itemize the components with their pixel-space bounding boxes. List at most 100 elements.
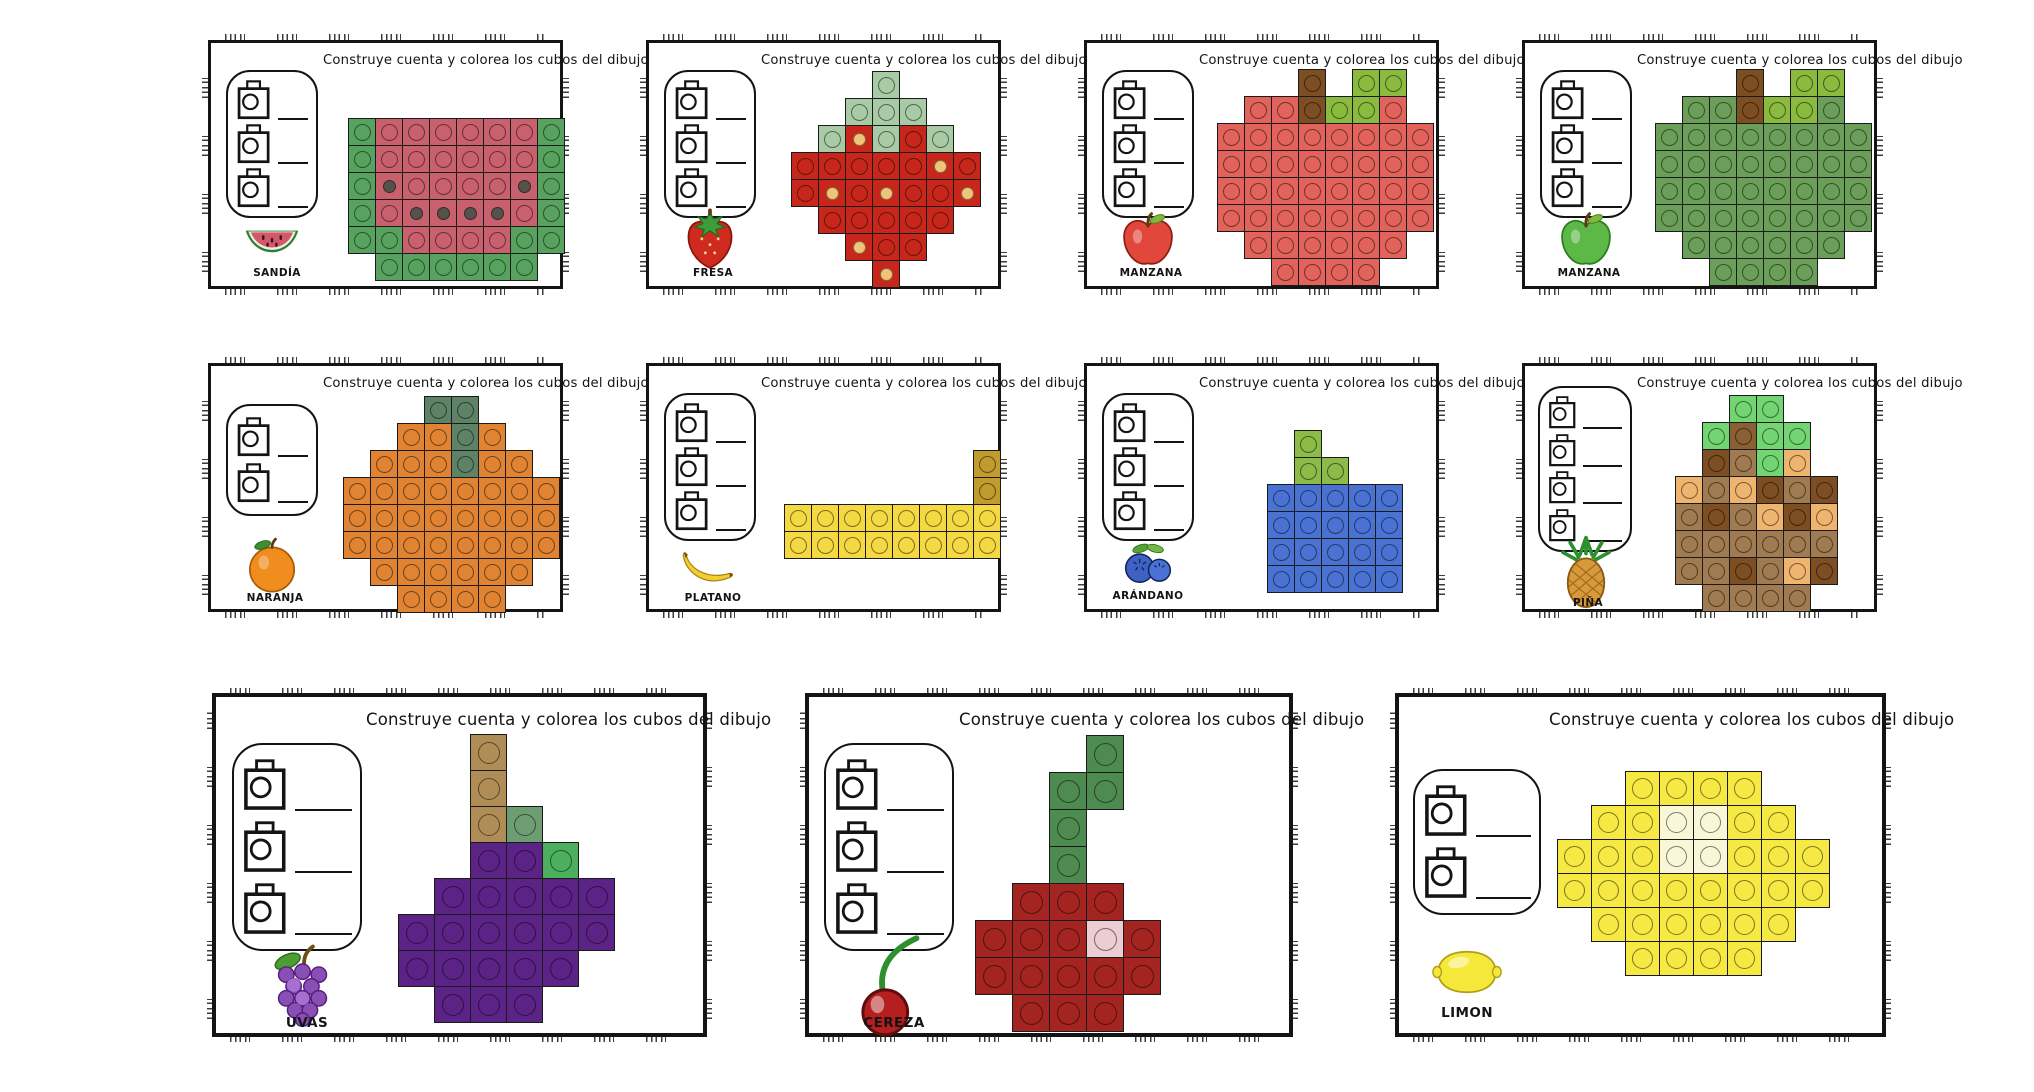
cube-stud [1056, 1001, 1080, 1025]
cube-stud [1357, 263, 1375, 281]
ticks-right-decoration [1877, 380, 1883, 595]
cube-stud [434, 231, 452, 249]
grid-cube [1012, 994, 1050, 1032]
grid-cube [1655, 204, 1683, 232]
grid-cube [456, 253, 484, 281]
grid-cube [402, 145, 430, 173]
cube-stud [434, 123, 452, 141]
lemon-icon [1430, 946, 1504, 999]
grid-cube [1844, 150, 1872, 178]
grid-cube [1379, 231, 1407, 259]
cube-stud [429, 563, 447, 581]
cube-stud [1632, 812, 1653, 833]
card-arandano: Construye cuenta y colorea los cubos del… [1078, 357, 1525, 618]
cube-stud [931, 211, 949, 229]
grid-cube [537, 145, 565, 173]
cube-stud [1303, 155, 1321, 173]
cube-stud [456, 563, 474, 581]
grid-cube [1756, 476, 1784, 504]
cube-stud [515, 231, 533, 249]
ticks-top-decoration [663, 34, 984, 40]
cube-stud [456, 509, 474, 527]
cube-stud [1707, 454, 1725, 472]
cube-stud [1384, 236, 1402, 254]
grid-cube [1086, 920, 1124, 958]
seed-dot [436, 206, 450, 220]
count-blank-line [716, 441, 746, 443]
cube-stud [1734, 778, 1755, 799]
snap-cube-icon [1550, 80, 1587, 120]
cube-stud [931, 130, 949, 148]
grid-cube [1817, 150, 1845, 178]
cube-stud [434, 258, 452, 276]
grid-cube [1736, 123, 1764, 151]
cube-stud [1734, 508, 1752, 526]
grid-cube [926, 125, 954, 153]
cube-stud [978, 509, 996, 527]
snap-cube-icon [674, 124, 711, 164]
cube-stud [1249, 101, 1267, 119]
cube-stud [1768, 812, 1789, 833]
count-box [1413, 769, 1541, 915]
cube-stud [515, 150, 533, 168]
grid-cube [429, 118, 457, 146]
cube-stud [1411, 155, 1429, 173]
card-platano: Construye cuenta y colorea los cubos del… [640, 357, 1087, 618]
count-blank-line [1583, 539, 1622, 542]
grid-cube [845, 206, 873, 234]
grid-cube [1298, 69, 1326, 97]
snap-cube-icon [1112, 403, 1149, 443]
cube-stud [1632, 778, 1653, 799]
grid-cube [397, 585, 425, 613]
cube-stud [537, 509, 555, 527]
grid-cube [510, 145, 538, 173]
snap-cube-icon [242, 821, 290, 873]
count-row [1423, 847, 1531, 899]
grid-cube [424, 531, 452, 559]
card-uvas: Construye cuenta y colorea los cubos del… [207, 688, 771, 1042]
cube-stud [1276, 128, 1294, 146]
grid-cube [1682, 96, 1710, 124]
grid-cube [1352, 204, 1380, 232]
grid-cube [1049, 994, 1087, 1032]
cube-stud [1249, 236, 1267, 254]
cube-stud [1795, 263, 1813, 281]
cube-stud [1734, 880, 1755, 901]
grid-cube [975, 920, 1013, 958]
grid-cube [1761, 839, 1796, 874]
grid-cube [1321, 484, 1349, 512]
grid-cube [1406, 123, 1434, 151]
ticks-left-decoration [1390, 711, 1396, 1019]
cube-stud [877, 103, 895, 121]
cube-stud [483, 590, 501, 608]
grid-cube [375, 118, 403, 146]
cube-stud [1299, 516, 1317, 534]
cube-stud [1632, 846, 1653, 867]
cube-stud [353, 150, 371, 168]
grid-cube [478, 450, 506, 478]
cube-stud [796, 157, 814, 175]
count-blank-line [887, 871, 944, 873]
fruit-label: LIMON [1441, 1005, 1493, 1021]
cube-stud [1768, 128, 1786, 146]
cube-stud [549, 849, 572, 872]
grid-cube [1817, 204, 1845, 232]
cube-stud [1680, 562, 1698, 580]
grid-cube [1352, 123, 1380, 151]
cube-stud [441, 885, 464, 908]
grid-cube [542, 842, 579, 879]
cube-stud [375, 536, 393, 554]
cube-stud [513, 885, 536, 908]
grid-cube [1659, 873, 1694, 908]
seed-dot [382, 179, 396, 193]
grid-cube [532, 477, 560, 505]
cube-stud [1761, 589, 1779, 607]
snap-cube-icon [674, 168, 711, 208]
count-box [1102, 393, 1194, 541]
cube-stud [1660, 209, 1678, 227]
grid-cube [784, 531, 812, 559]
snap-cube-icon [1548, 434, 1578, 467]
count-blank-line [278, 454, 308, 457]
grid-cube [1729, 530, 1757, 558]
grid-cube [1675, 503, 1703, 531]
